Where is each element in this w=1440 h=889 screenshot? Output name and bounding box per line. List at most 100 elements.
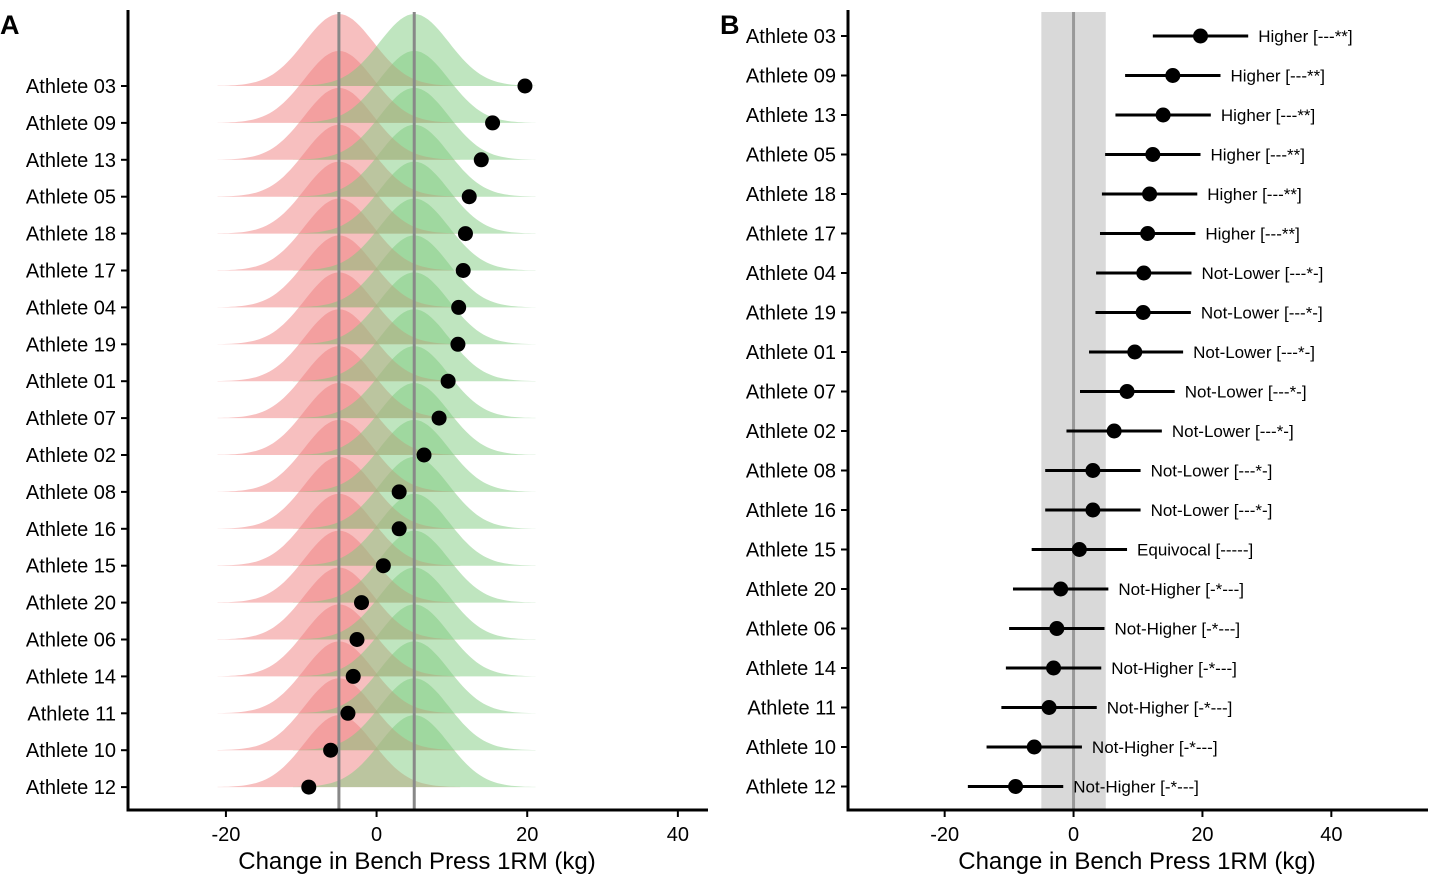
point-athlete-20 (1053, 581, 1069, 597)
y-tick-label-athlete-06: Athlete 06 (26, 630, 116, 652)
annotation-athlete-15: Equivocal [-----] (1137, 541, 1253, 560)
point-athlete-16 (391, 521, 407, 537)
point-athlete-10 (323, 742, 339, 758)
annotation-athlete-03: Higher [---**] (1258, 27, 1352, 46)
annotation-athlete-14: Not-Higher [-*---] (1111, 659, 1237, 678)
point-athlete-10 (1026, 739, 1042, 755)
panel-a-reference-lines (337, 12, 416, 810)
y-tick-label-athlete-01: Athlete 01 (26, 371, 116, 393)
point-athlete-03 (517, 78, 533, 94)
y-tick-label-athlete-12: Athlete 12 (26, 777, 116, 799)
y-tick-label-athlete-06: Athlete 06 (746, 619, 836, 641)
y-tick-label-athlete-10: Athlete 10 (746, 737, 836, 759)
y-tick-label-athlete-03: Athlete 03 (746, 26, 836, 48)
point-athlete-17 (1140, 226, 1156, 241)
x-tick-label--20: -20 (211, 824, 240, 846)
point-athlete-02 (1106, 423, 1122, 439)
y-tick-label-athlete-12: Athlete 12 (746, 777, 836, 799)
y-tick-label-athlete-05: Athlete 05 (746, 145, 836, 167)
annotation-athlete-08: Not-Lower [---*-] (1151, 462, 1273, 481)
point-athlete-15 (1071, 542, 1087, 557)
annotation-athlete-17: Higher [---**] (1205, 225, 1299, 244)
annotation-athlete-01: Not-Lower [---*-] (1193, 343, 1315, 362)
point-athlete-05 (461, 189, 477, 205)
point-athlete-05 (1145, 147, 1161, 162)
y-tick-label-athlete-20: Athlete 20 (746, 579, 836, 601)
point-athlete-18 (1142, 186, 1158, 202)
y-tick-label-athlete-08: Athlete 08 (746, 461, 836, 483)
y-tick-label-athlete-14: Athlete 14 (746, 658, 836, 680)
x-tick-label-0: 0 (371, 824, 382, 846)
point-athlete-20 (354, 595, 370, 611)
y-tick-label-athlete-08: Athlete 08 (26, 482, 116, 504)
panel-a-label: A (0, 10, 20, 40)
annotation-athlete-12: Not-Higher [-*---] (1073, 778, 1199, 797)
y-tick-label-athlete-19: Athlete 19 (746, 303, 836, 325)
point-athlete-15 (375, 558, 391, 574)
panel-b-label: B (720, 10, 740, 40)
panel-b-points (1008, 28, 1209, 794)
point-athlete-04 (1136, 265, 1152, 281)
annotation-athlete-11: Not-Higher [-*---] (1107, 699, 1233, 718)
y-tick-label-athlete-09: Athlete 09 (26, 113, 116, 135)
y-tick-label-athlete-11: Athlete 11 (27, 703, 116, 725)
panel-a-points (301, 78, 533, 795)
panel-a-axes (126, 10, 708, 812)
annotation-athlete-19: Not-Lower [---*-] (1201, 304, 1323, 323)
annotation-athlete-09: Higher [---**] (1230, 67, 1324, 86)
point-athlete-18 (457, 226, 473, 242)
annotation-athlete-13: Higher [---**] (1221, 106, 1315, 125)
point-athlete-14 (345, 668, 361, 684)
point-athlete-19 (1135, 305, 1151, 320)
annotation-athlete-06: Not-Higher [-*---] (1114, 620, 1240, 639)
y-tick-label-athlete-17: Athlete 17 (26, 261, 116, 283)
panel-b-x-tick-labels: -20 0 20 40 (930, 810, 1342, 846)
panel-a-x-axis-title: Change in Bench Press 1RM (kg) (238, 848, 596, 875)
point-athlete-11 (340, 705, 356, 721)
annotation-athlete-04: Not-Lower [---*-] (1201, 264, 1323, 283)
y-tick-label-athlete-04: Athlete 04 (746, 263, 836, 285)
y-tick-label-athlete-09: Athlete 09 (746, 66, 836, 88)
y-tick-label-athlete-03: Athlete 03 (26, 76, 116, 98)
point-athlete-08 (1085, 463, 1101, 478)
y-tick-label-athlete-16: Athlete 16 (746, 500, 836, 522)
panel-b-y-tick-labels: Athlete 03 Athlete 09 Athlete 13 Athlete 05… (746, 26, 848, 799)
annotation-athlete-20: Not-Higher [-*---] (1118, 580, 1244, 599)
y-tick-label-athlete-02: Athlete 02 (26, 445, 116, 467)
panel-b-x-axis-title: Change in Bench Press 1RM (kg) (958, 848, 1316, 875)
y-tick-label-athlete-13: Athlete 13 (26, 150, 116, 172)
point-athlete-06 (1049, 621, 1065, 636)
y-tick-label-athlete-15: Athlete 15 (746, 540, 836, 562)
point-athlete-07 (1119, 384, 1135, 399)
point-athlete-11 (1041, 700, 1057, 715)
y-tick-label-athlete-19: Athlete 19 (26, 334, 116, 356)
x-tick-label-40: 40 (667, 824, 689, 846)
y-tick-label-athlete-07: Athlete 07 (26, 408, 116, 430)
y-tick-label-athlete-04: Athlete 04 (26, 297, 116, 319)
panel-a-x-tick-labels: -20 0 20 40 (211, 810, 689, 846)
panel-b: B Higher [---**]Higher [---**]Higher [--… (720, 10, 1428, 875)
annotation-athlete-10: Not-Higher [-*---] (1092, 738, 1218, 757)
y-tick-label-athlete-05: Athlete 05 (26, 187, 116, 209)
point-athlete-09 (1165, 68, 1181, 83)
y-tick-label-athlete-20: Athlete 20 (26, 593, 116, 615)
y-tick-label-athlete-11: Athlete 11 (747, 698, 836, 720)
y-tick-label-athlete-16: Athlete 16 (26, 519, 116, 541)
y-tick-label-athlete-17: Athlete 17 (746, 224, 836, 246)
x-tick-label--20: -20 (930, 824, 959, 846)
annotation-athlete-02: Not-Lower [---*-] (1172, 422, 1294, 441)
panel-b-annotations: Higher [---**] Higher [---**] Higher [---*… (1073, 27, 1352, 797)
panel-b-band (1041, 12, 1106, 810)
x-tick-label-20: 20 (516, 824, 538, 846)
point-athlete-12 (1008, 779, 1024, 794)
x-tick-label-40: 40 (1320, 824, 1342, 846)
y-tick-label-athlete-07: Athlete 07 (746, 382, 836, 404)
panel-a-distributions (217, 14, 536, 788)
point-athlete-01 (1127, 344, 1143, 360)
point-athlete-17 (455, 263, 471, 278)
point-athlete-08 (391, 484, 407, 500)
point-athlete-13 (1155, 107, 1171, 123)
point-athlete-01 (440, 373, 456, 389)
point-athlete-16 (1085, 502, 1101, 518)
